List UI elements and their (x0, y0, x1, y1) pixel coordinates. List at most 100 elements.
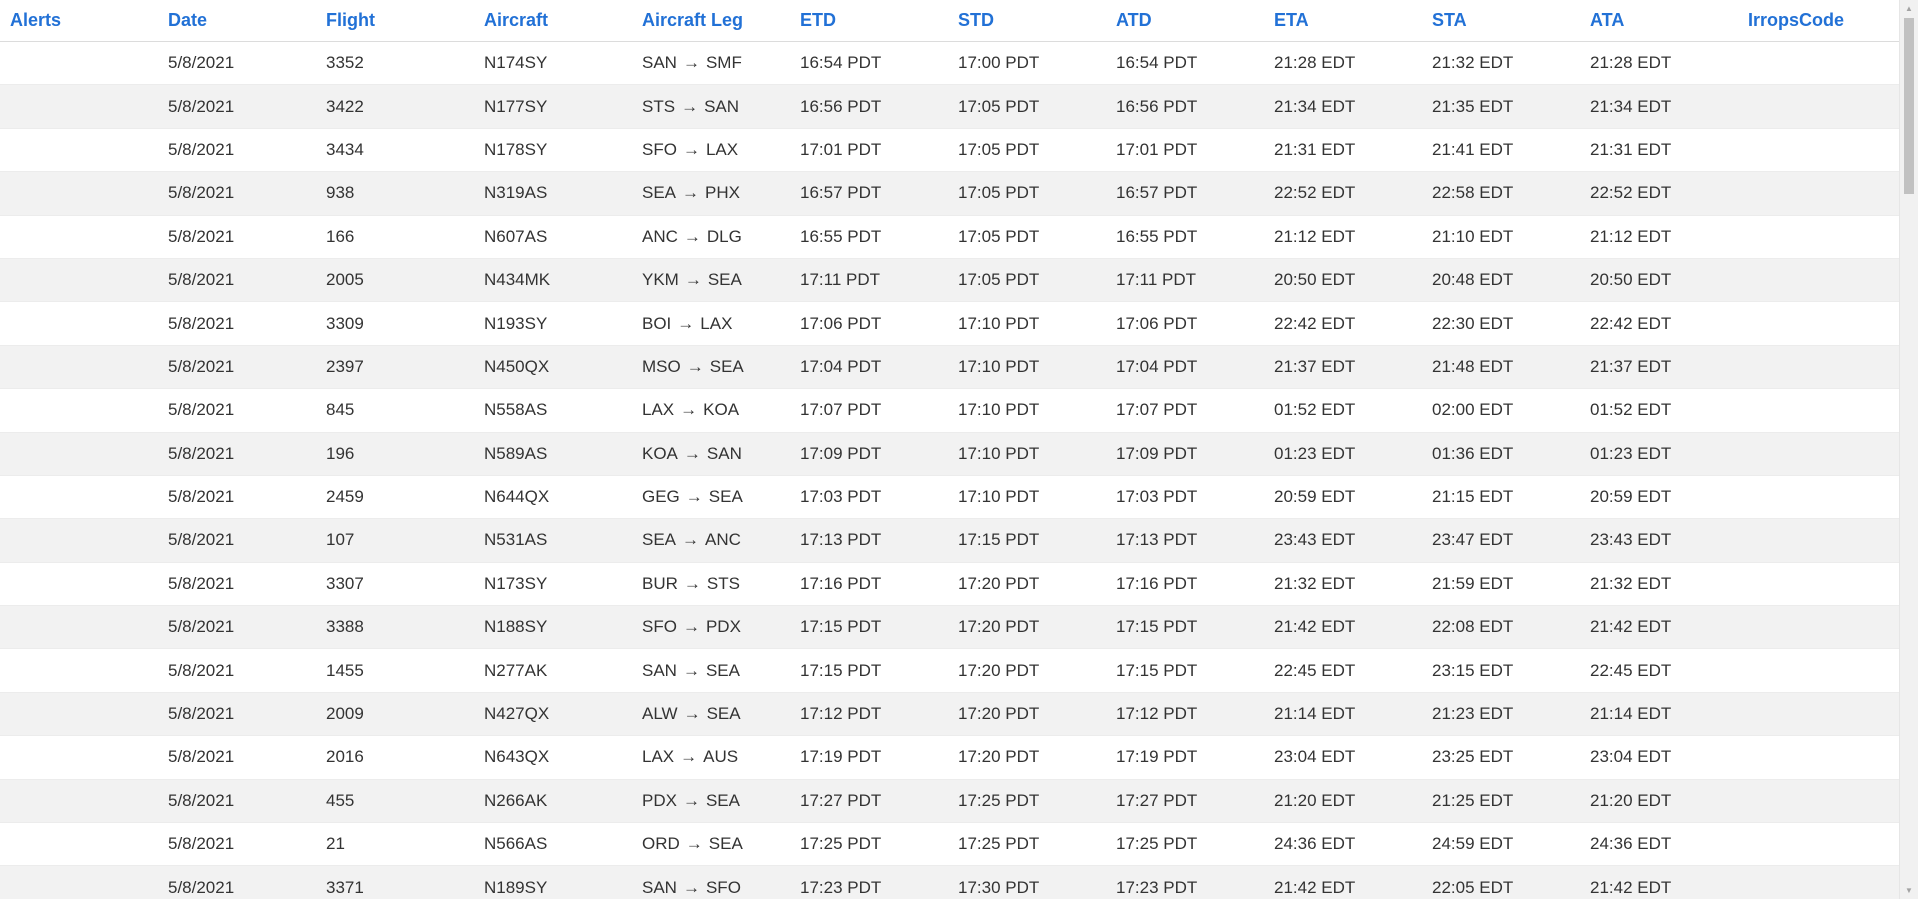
column-header-eta[interactable]: ETA (1264, 0, 1422, 42)
table-row[interactable]: 5/8/2021 3371 N189SY SAN → SFO 17:23 PDT 17:30 … (0, 865, 1899, 899)
leg-destination: SEA (705, 790, 740, 810)
atd-cell: 16:55 PDT (1106, 215, 1264, 259)
flight-number-cell: 845 (316, 388, 474, 433)
leg-destination: SEA (708, 834, 743, 854)
table-row[interactable]: 5/8/2021 3388 N188SY SFO → PDX 17:15 PDT 17:20 … (0, 605, 1899, 650)
table-row[interactable]: 5/8/2021 2016 N643QX LAX → AUS 17:19 PDT 17:20 … (0, 735, 1899, 780)
sta-cell: 02:00 EDT (1422, 388, 1580, 433)
column-header-ata[interactable]: ATA (1580, 0, 1738, 42)
column-header-etd[interactable]: ETD (790, 0, 948, 42)
leg-origin: SEA (642, 530, 677, 550)
irrops-code-cell (1738, 605, 1899, 650)
table-row[interactable]: 5/8/2021 845 N558AS LAX → KOA 17:07 PDT 17:10 P… (0, 388, 1899, 433)
ata-cell: 22:42 EDT (1580, 301, 1738, 346)
table-row[interactable]: 5/8/2021 2005 N434MK YKM → SEA 17:11 PDT 17:05 … (0, 258, 1899, 303)
date-cell: 5/8/2021 (158, 432, 316, 476)
table-row[interactable]: 5/8/2021 107 N531AS SEA → ANC 17:13 PDT 17:15 P… (0, 518, 1899, 563)
leg-destination: SMF (705, 53, 742, 73)
irrops-code-cell (1738, 779, 1899, 824)
atd-cell: 17:15 PDT (1106, 648, 1264, 693)
etd-cell: 17:23 PDT (790, 865, 948, 899)
table-row[interactable]: 5/8/2021 455 N266AK PDX → SEA 17:27 PDT 17:25 P… (0, 779, 1899, 824)
alerts-cell (0, 475, 158, 520)
table-row[interactable]: 5/8/2021 938 N319AS SEA → PHX 16:57 PDT 17:05 P… (0, 171, 1899, 216)
sta-cell: 21:23 EDT (1422, 692, 1580, 737)
ata-cell: 20:50 EDT (1580, 258, 1738, 303)
alerts-cell (0, 301, 158, 346)
ata-cell: 23:43 EDT (1580, 518, 1738, 563)
std-cell: 17:00 PDT (948, 41, 1106, 86)
table-row[interactable]: 5/8/2021 3307 N173SY BUR → STS 17:16 PDT 17:20 … (0, 562, 1899, 607)
column-header-aircraft[interactable]: Aircraft (474, 0, 632, 42)
flight-number-cell: 3352 (316, 41, 474, 86)
date-cell: 5/8/2021 (158, 518, 316, 563)
column-header-sta[interactable]: STA (1422, 0, 1580, 42)
etd-cell: 17:03 PDT (790, 475, 948, 520)
std-cell: 17:05 PDT (948, 171, 1106, 216)
irrops-code-cell (1738, 345, 1899, 390)
eta-cell: 21:14 EDT (1264, 692, 1422, 737)
arrow-right-icon: → (685, 834, 703, 854)
scroll-down-arrow-icon[interactable]: ▼ (1905, 886, 1913, 895)
scrollbar-thumb[interactable] (1904, 18, 1914, 194)
table-row[interactable]: 5/8/2021 196 N589AS KOA → SAN 17:09 PDT 17:10 P… (0, 432, 1899, 476)
ata-cell: 22:52 EDT (1580, 171, 1738, 216)
atd-cell: 17:06 PDT (1106, 301, 1264, 346)
std-cell: 17:10 PDT (948, 345, 1106, 390)
column-header-irrops-code[interactable]: IrropsCode (1738, 0, 1899, 42)
table-row[interactable]: 5/8/2021 2397 N450QX MSO → SEA 17:04 PDT 17:10 … (0, 345, 1899, 390)
column-header-flight[interactable]: Flight (316, 0, 474, 42)
eta-cell: 21:31 EDT (1264, 128, 1422, 173)
column-header-std[interactable]: STD (948, 0, 1106, 42)
leg-destination: DLG (706, 226, 742, 246)
sta-cell: 23:25 EDT (1422, 735, 1580, 780)
flight-number-cell: 2005 (316, 258, 474, 303)
table-row[interactable]: 5/8/2021 2009 N427QX ALW → SEA 17:12 PDT 17:20 … (0, 692, 1899, 737)
atd-cell: 17:25 PDT (1106, 822, 1264, 867)
irrops-code-cell (1738, 562, 1899, 607)
table-row[interactable]: 5/8/2021 21 N566AS ORD → SEA 17:25 PDT 17:25 PD… (0, 822, 1899, 867)
column-header-atd[interactable]: ATD (1106, 0, 1264, 42)
aircraft-leg-cell: LAX → KOA (632, 388, 790, 433)
column-header-date[interactable]: Date (158, 0, 316, 42)
leg-origin: ANC (642, 226, 678, 246)
leg-origin: BOI (642, 313, 672, 333)
etd-cell: 17:04 PDT (790, 345, 948, 390)
irrops-code-cell (1738, 475, 1899, 520)
irrops-code-cell (1738, 215, 1899, 259)
eta-cell: 21:42 EDT (1264, 865, 1422, 899)
column-header-aircraft-leg[interactable]: Aircraft Leg (632, 0, 790, 42)
aircraft-leg-cell: SEA → PHX (632, 171, 790, 216)
std-cell: 17:05 PDT (948, 84, 1106, 129)
aircraft-leg-cell: GEG → SEA (632, 475, 790, 520)
sta-cell: 21:15 EDT (1422, 475, 1580, 520)
leg-destination: SAN (704, 96, 740, 116)
table-row[interactable]: 5/8/2021 1455 N277AK SAN → SEA 17:15 PDT 17:20 … (0, 648, 1899, 693)
date-cell: 5/8/2021 (158, 215, 316, 259)
flight-number-cell: 455 (316, 779, 474, 824)
table-row[interactable]: 5/8/2021 3422 N177SY STS → SAN 16:56 PDT 17:05 … (0, 84, 1899, 129)
table-row[interactable]: 5/8/2021 3309 N193SY BOI → LAX 17:06 PDT 17:10 … (0, 301, 1899, 346)
arrow-right-icon: → (684, 270, 702, 290)
arrow-right-icon: → (681, 96, 699, 116)
column-header-alerts[interactable]: Alerts (0, 0, 158, 42)
atd-cell: 17:15 PDT (1106, 605, 1264, 650)
leg-origin: SAN (642, 877, 677, 897)
arrow-right-icon: → (682, 877, 700, 897)
table-row[interactable]: 5/8/2021 3352 N174SY SAN → SMF 16:54 PDT 17:00 … (0, 41, 1899, 86)
date-cell: 5/8/2021 (158, 605, 316, 650)
table-row[interactable]: 5/8/2021 3434 N178SY SFO → LAX 17:01 PDT 17:05 … (0, 128, 1899, 173)
atd-cell: 16:57 PDT (1106, 171, 1264, 216)
scroll-up-arrow-icon[interactable]: ▲ (1905, 4, 1913, 13)
aircraft-leg-cell: STS → SAN (632, 84, 790, 129)
vertical-scrollbar[interactable]: ▲ ▼ (1899, 0, 1918, 899)
table-row[interactable]: 5/8/2021 2459 N644QX GEG → SEA 17:03 PDT 17:10 … (0, 475, 1899, 520)
leg-destination: PDX (705, 617, 741, 637)
table-row[interactable]: 5/8/2021 166 N607AS ANC → DLG 16:55 PDT 17:05 P… (0, 215, 1899, 259)
sta-cell: 21:59 EDT (1422, 562, 1580, 607)
alerts-cell (0, 258, 158, 303)
date-cell: 5/8/2021 (158, 388, 316, 433)
date-cell: 5/8/2021 (158, 779, 316, 824)
